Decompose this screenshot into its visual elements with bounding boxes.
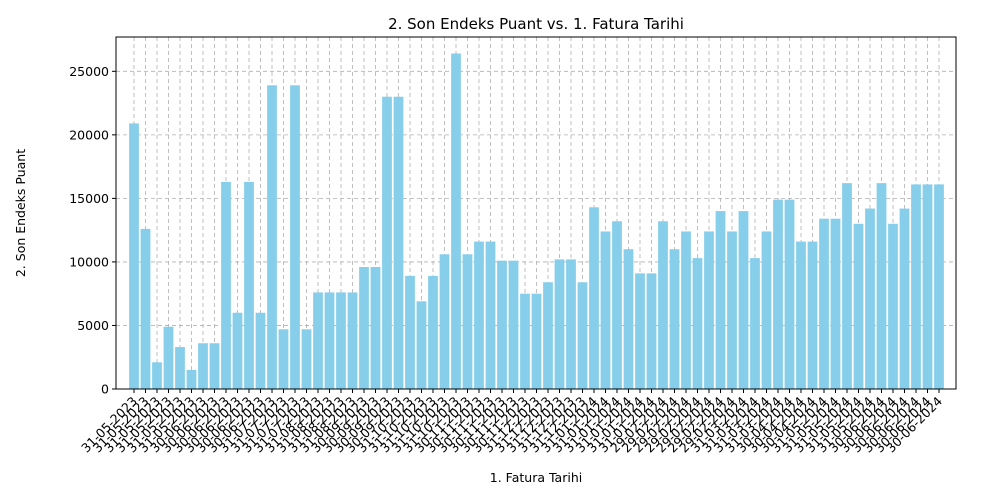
bar [727, 231, 737, 389]
bar [899, 208, 910, 389]
y-axis-title: 2. Son Endeks Puant [13, 149, 28, 277]
bar [278, 329, 289, 389]
bar [865, 208, 875, 389]
y-tick-label: 10000 [69, 254, 109, 269]
bar [738, 211, 749, 389]
bar [681, 231, 691, 389]
bar [577, 282, 588, 389]
bar [819, 218, 829, 389]
bar [198, 343, 208, 389]
bar [750, 258, 760, 389]
bar [784, 199, 795, 389]
bar [520, 293, 530, 389]
y-tick-label: 20000 [69, 127, 109, 142]
bar [267, 85, 277, 389]
bar [796, 241, 806, 389]
bar [152, 362, 162, 389]
bar [347, 292, 358, 389]
bar [129, 123, 139, 389]
bar [922, 184, 933, 389]
bar [497, 260, 507, 389]
bar [416, 301, 427, 389]
bar [934, 184, 944, 389]
bar [301, 329, 312, 389]
bar [853, 223, 864, 389]
bar [405, 275, 415, 389]
bar [451, 53, 461, 389]
bar [888, 223, 898, 389]
bar [221, 181, 231, 389]
bar [508, 260, 519, 389]
bar [876, 183, 887, 389]
bar [646, 273, 657, 389]
gridlines [116, 37, 956, 390]
bar [715, 211, 726, 389]
bar [761, 231, 772, 389]
bar [290, 85, 300, 389]
bar [704, 231, 714, 389]
bar [485, 241, 496, 389]
bar [531, 293, 542, 389]
bar [600, 231, 611, 389]
bar [209, 343, 220, 389]
y-tick-label: 15000 [69, 191, 109, 206]
bar [232, 312, 243, 389]
y-tick-label: 25000 [69, 64, 109, 79]
bar [692, 258, 703, 389]
bar [635, 273, 645, 389]
bar [175, 347, 185, 389]
bar [255, 312, 266, 389]
bar [658, 221, 668, 389]
bar [313, 292, 323, 389]
x-axis: 31-05-202331-05-202331-05-202331-05-2023… [78, 389, 945, 455]
bar [911, 184, 921, 389]
y-tick-label: 5000 [77, 318, 109, 333]
y-axis: 0 5000 10000 15000 20000 25000 [69, 64, 116, 397]
bar [336, 292, 346, 389]
bar [773, 199, 783, 389]
bar [543, 282, 553, 389]
bar [163, 326, 174, 389]
bar [842, 183, 852, 389]
y-tick-label: 0 [101, 382, 109, 397]
bar [554, 259, 565, 389]
bar [359, 267, 369, 389]
bar [428, 275, 438, 389]
bar [623, 249, 634, 389]
bar [807, 241, 818, 389]
bar [140, 228, 151, 389]
bar [474, 241, 484, 389]
bar [439, 254, 450, 389]
bar [462, 254, 473, 389]
bar [186, 369, 197, 389]
bar [566, 259, 576, 389]
bar [830, 218, 841, 389]
bars [129, 53, 944, 389]
bar [324, 292, 335, 389]
bar [382, 96, 392, 389]
x-axis-title: 1. Fatura Tarihi [490, 470, 582, 485]
bar [370, 267, 381, 389]
bar [612, 221, 622, 389]
bar [244, 181, 254, 389]
chart-title: 2. Son Endeks Puant vs. 1. Fatura Tarihi [388, 15, 684, 33]
bar [589, 207, 599, 389]
bar [669, 249, 680, 389]
bar [393, 96, 404, 389]
